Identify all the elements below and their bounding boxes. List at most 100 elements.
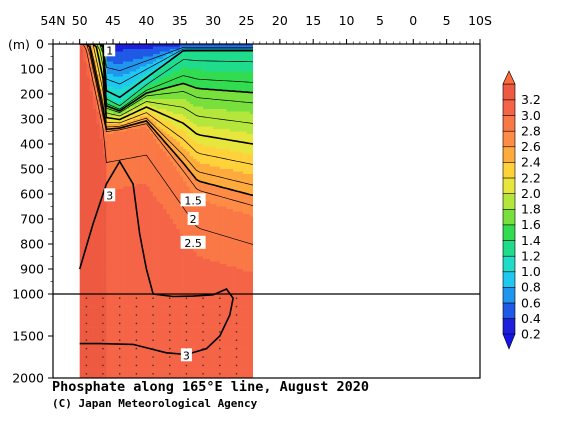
field-cell [143, 86, 147, 90]
field-cell [186, 365, 191, 370]
field-cell [79, 336, 84, 341]
field-cell [83, 169, 87, 172]
field-cell [153, 310, 157, 316]
field-cell [119, 136, 124, 140]
field-cell [189, 146, 194, 150]
field-cell [133, 249, 137, 252]
field-cell [136, 54, 141, 57]
field-cell [143, 291, 147, 295]
field-cell [129, 149, 134, 152]
field-cell [179, 56, 184, 60]
field-cell [199, 209, 204, 212]
field-cell [156, 261, 161, 265]
field-cell [176, 340, 181, 345]
field-cell [206, 264, 211, 267]
field-cell [103, 131, 107, 135]
field-cell [129, 134, 134, 137]
field-cell [149, 336, 154, 341]
field-cell [206, 121, 211, 125]
field-cell [96, 331, 101, 337]
field-cell [143, 209, 147, 212]
field-cell [153, 279, 157, 282]
field-cell [149, 59, 154, 62]
field-cell [146, 291, 151, 295]
field-cell [203, 209, 207, 212]
field-cell [149, 86, 154, 90]
field-cell [109, 69, 114, 72]
field-cell [136, 76, 141, 80]
field-cell [176, 331, 181, 337]
field-cell [163, 129, 167, 132]
field-cell [133, 169, 137, 172]
field-cell [146, 86, 151, 90]
field-cell [103, 229, 107, 232]
field-cell [199, 131, 204, 135]
field-cell [96, 373, 101, 378]
field-cell [126, 246, 131, 250]
field-cell [109, 129, 114, 132]
field-cell [193, 369, 197, 375]
field-cell [179, 44, 184, 47]
field-cell [133, 119, 137, 122]
field-cell [119, 291, 124, 295]
field-cell [176, 169, 181, 172]
field-cell [193, 184, 197, 187]
field-cell [209, 169, 214, 172]
field-cell [103, 244, 107, 247]
field-cell [129, 306, 134, 312]
field-cell [183, 61, 187, 65]
field-cell [93, 246, 97, 250]
field-cell [166, 189, 171, 192]
field-cell [203, 59, 207, 62]
field-cell [193, 46, 197, 50]
field-cell [146, 241, 151, 245]
field-cell [159, 69, 164, 72]
field-cell [156, 289, 161, 292]
field-cell [179, 229, 184, 232]
field-cell [99, 348, 104, 354]
field-cell [89, 266, 94, 270]
field-cell [159, 194, 164, 197]
field-cell [216, 196, 221, 200]
field-cell [133, 76, 137, 80]
field-cell [103, 224, 107, 227]
field-cell [173, 204, 177, 207]
field-cell [186, 136, 191, 140]
field-cell [146, 84, 151, 87]
field-cell [129, 151, 134, 155]
field-cell [86, 302, 90, 307]
field-cell [96, 315, 101, 320]
field-cell [186, 116, 191, 120]
field-cell [119, 269, 124, 272]
field-cell [183, 302, 187, 307]
field-cell [119, 54, 124, 57]
field-cell [176, 74, 181, 77]
field-cell [149, 209, 154, 212]
field-cell [169, 256, 174, 260]
field-cell [146, 264, 151, 267]
field-cell [173, 134, 177, 137]
field-cell [86, 264, 90, 267]
field-cell [96, 136, 101, 140]
field-cell [99, 141, 104, 145]
field-cell [113, 340, 117, 345]
field-cell [186, 254, 191, 257]
field-cell [119, 274, 124, 277]
field-cell [206, 336, 211, 341]
field-cell [149, 319, 154, 324]
field-cell [79, 331, 84, 337]
field-cell [116, 81, 121, 85]
field-cell [106, 291, 111, 295]
field-cell [136, 369, 141, 375]
field-cell [143, 156, 147, 160]
field-cell [143, 59, 147, 62]
field-cell [209, 229, 214, 232]
field-cell [203, 154, 207, 157]
field-cell [159, 209, 164, 212]
field-cell [179, 154, 184, 157]
field-cell [216, 204, 221, 207]
field-cell [156, 239, 161, 242]
field-cell [119, 161, 124, 165]
field-cell [139, 124, 144, 127]
field-cell [169, 352, 174, 358]
